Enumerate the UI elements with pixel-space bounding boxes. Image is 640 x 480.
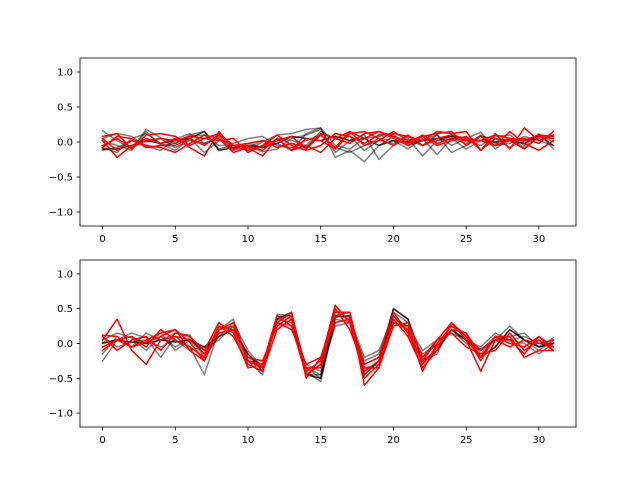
bottom-y-tick-label: 0.5	[57, 304, 73, 315]
bottom-y-tick-label: −1.0	[49, 409, 73, 420]
top-y-tick-label: −0.5	[49, 173, 73, 184]
bottom-y-tick-label: −0.5	[49, 374, 73, 385]
bottom-x-tick-label: 30	[533, 435, 546, 446]
top-x-tick-label: 15	[314, 234, 327, 245]
top-y-tick-label: −1.0	[49, 208, 73, 219]
bottom-y-tick-label: 1.0	[57, 269, 73, 280]
top-x-tick-label: 0	[99, 234, 105, 245]
bottom-subplot: 0 5 10 15 20 25 30 −1.0 −0.5 0.0 0.5 1.0	[49, 259, 577, 446]
top-y-tick-label: 0.5	[57, 103, 73, 114]
top-series-line-11	[101, 130, 555, 149]
top-series-group	[101, 127, 555, 163]
top-y-tick-label: 1.0	[57, 68, 73, 79]
top-y-tick-label: 0.0	[57, 138, 73, 149]
top-x-ticks: 0 5 10 15 20 25 30	[99, 226, 545, 245]
bottom-x-tick-label: 25	[460, 435, 473, 446]
top-x-tick-label: 10	[242, 234, 255, 245]
top-x-tick-label: 30	[533, 234, 546, 245]
bottom-x-tick-label: 10	[242, 435, 255, 446]
bottom-series-group	[101, 304, 555, 386]
bottom-x-tick-label: 5	[172, 435, 178, 446]
bottom-x-tick-label: 0	[99, 435, 105, 446]
top-subplot: 0 5 10 15 20 25 30 −1.0 −0.5 0.0 0.5 1.0	[49, 57, 577, 245]
bottom-y-tick-label: 0.0	[57, 339, 73, 350]
top-y-ticks: −1.0 −0.5 0.0 0.5 1.0	[49, 68, 80, 219]
top-x-tick-label: 20	[387, 234, 400, 245]
bottom-series-line-8	[101, 304, 555, 380]
bottom-series-line-11	[101, 311, 555, 369]
top-x-tick-label: 5	[172, 234, 178, 245]
bottom-x-ticks: 0 5 10 15 20 25 30	[99, 427, 545, 446]
bottom-x-tick-label: 15	[314, 435, 327, 446]
bottom-x-tick-label: 20	[387, 435, 400, 446]
top-x-tick-label: 25	[460, 234, 473, 245]
top-series-line-9	[101, 130, 555, 154]
bottom-y-ticks: −1.0 −0.5 0.0 0.5 1.0	[49, 269, 80, 420]
bottom-series-line-10	[101, 307, 555, 376]
